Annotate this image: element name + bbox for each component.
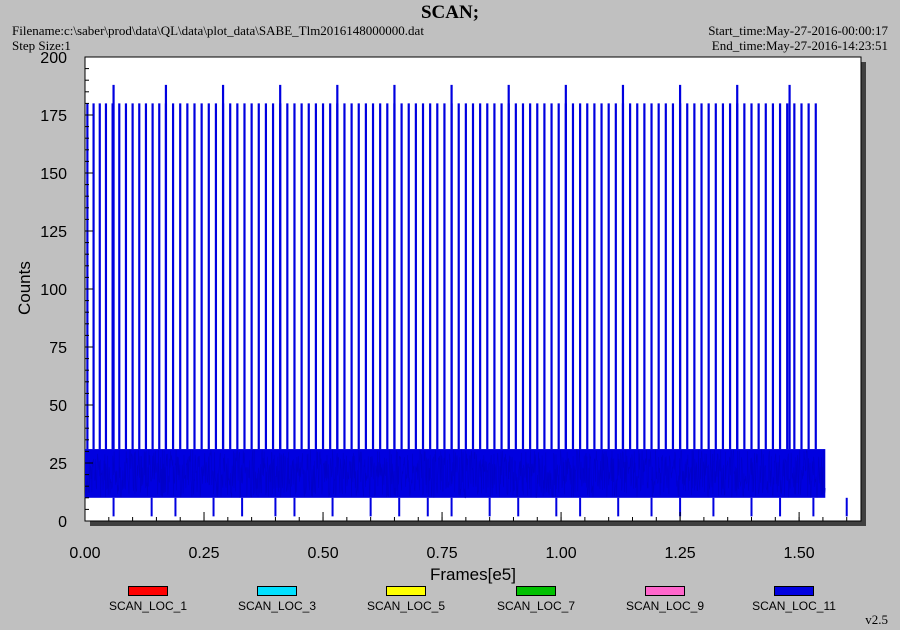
start-time-label: Start_time:May-27-2016-00:00:17 xyxy=(708,23,888,38)
legend-swatch xyxy=(774,586,814,596)
series-scan-loc-11 xyxy=(84,84,848,517)
legend-swatch xyxy=(386,586,426,596)
legend-label: SCAN_LOC_3 xyxy=(237,599,317,613)
legend-label: SCAN_LOC_7 xyxy=(496,599,576,613)
legend-swatch xyxy=(257,586,297,596)
legend-swatch xyxy=(128,586,168,596)
x-tick-label: 0.00 xyxy=(69,545,100,562)
y-tick-label: 0 xyxy=(58,514,67,531)
legend-item: SCAN_LOC_5 xyxy=(346,586,466,613)
y-tick-label: 25 xyxy=(49,456,67,473)
legend-label: SCAN_LOC_5 xyxy=(366,599,446,613)
y-tick-label: 175 xyxy=(40,108,67,125)
legend-swatch xyxy=(645,586,685,596)
y-tick-label: 125 xyxy=(40,224,67,241)
y-tick-label: 150 xyxy=(40,166,67,183)
x-tick-label: 0.50 xyxy=(307,545,338,562)
y-tick-label: 50 xyxy=(49,398,67,415)
x-tick-label: 1.00 xyxy=(546,545,577,562)
legend-label: SCAN_LOC_11 xyxy=(752,599,836,613)
chart-title: SCAN; xyxy=(420,2,480,23)
legend-item: SCAN_LOC_3 xyxy=(217,586,337,613)
y-axis-label: Counts xyxy=(15,261,34,315)
step-size-label: Step Size:1 xyxy=(12,38,71,53)
x-tick-label: 1.50 xyxy=(784,545,815,562)
legend-item: SCAN_LOC_1 xyxy=(88,586,208,613)
legend-item: SCAN_LOC_11 xyxy=(734,586,854,613)
y-tick-label: 200 xyxy=(40,50,67,67)
legend-label: SCAN_LOC_1 xyxy=(108,599,188,613)
legend: SCAN_LOC_1 SCAN_LOC_3 SCAN_LOC_5 SCAN_LOC_7… xyxy=(0,586,900,616)
legend-swatch xyxy=(516,586,556,596)
legend-item: SCAN_LOC_7 xyxy=(476,586,596,613)
version-label: v2.5 xyxy=(865,612,888,627)
x-axis-label: Frames[e5] xyxy=(430,565,516,584)
x-tick-label: 0.75 xyxy=(426,545,457,562)
legend-item: SCAN_LOC_9 xyxy=(605,586,725,613)
x-tick-label: 0.25 xyxy=(188,545,219,562)
y-tick-label: 75 xyxy=(49,340,67,357)
legend-label: SCAN_LOC_9 xyxy=(625,599,705,613)
end-time-label: End_time:May-27-2016-14:23:51 xyxy=(711,38,888,53)
x-tick-label: 1.25 xyxy=(665,545,696,562)
series-line xyxy=(84,449,826,499)
filename-label: Filename:c:\saber\prod\data\QL\data\plot… xyxy=(12,23,424,38)
y-tick-label: 100 xyxy=(40,282,67,299)
